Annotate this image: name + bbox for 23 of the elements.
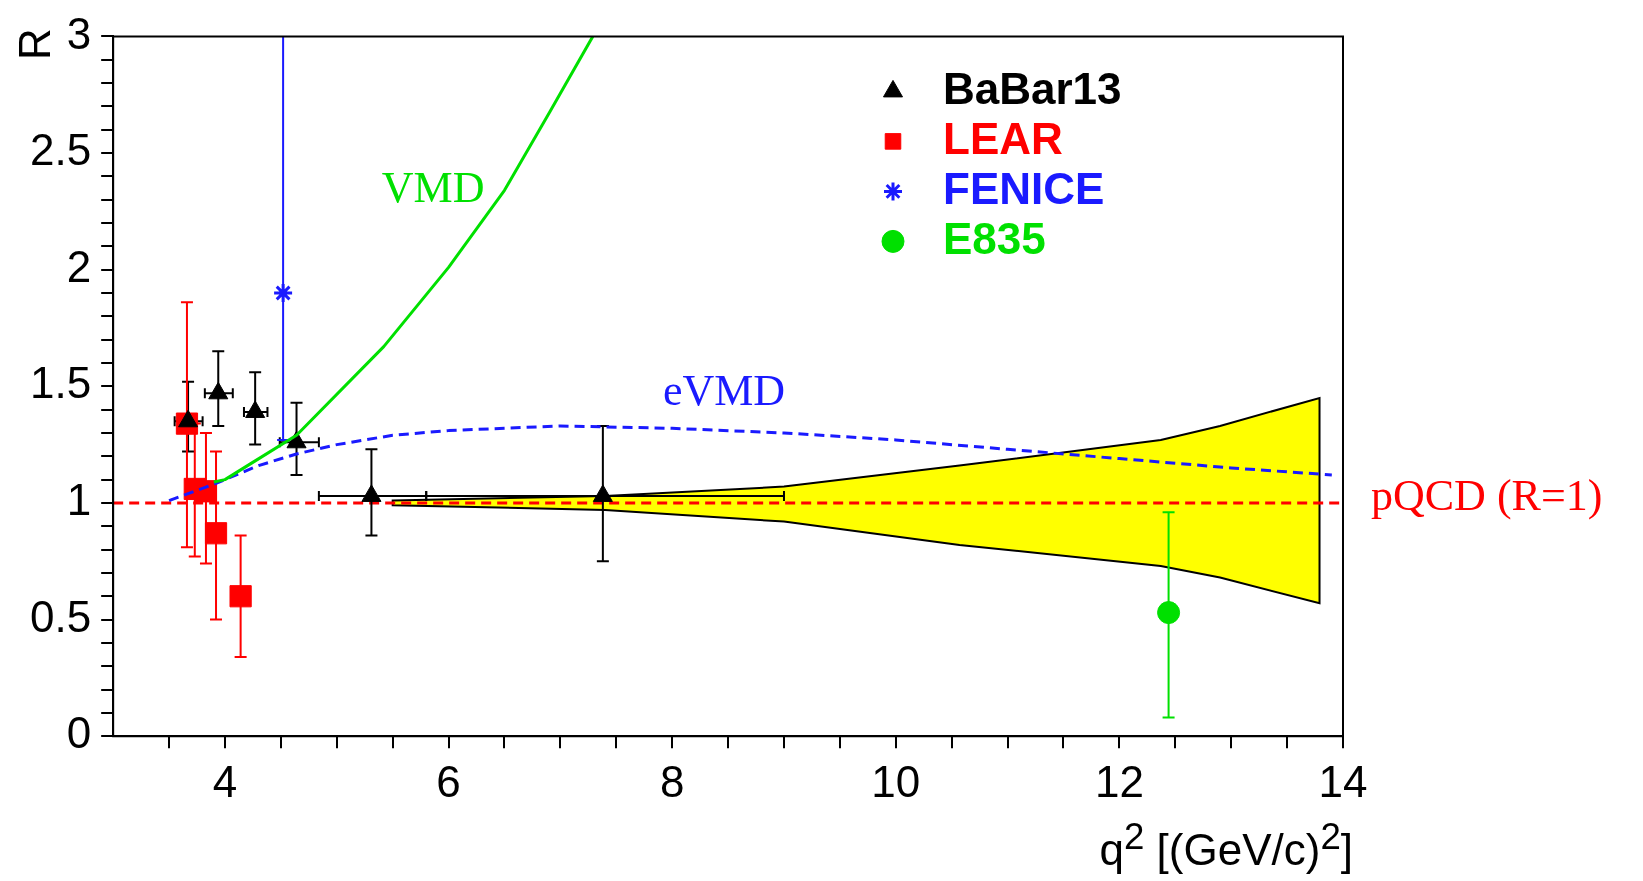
legend-label: FENICE bbox=[943, 163, 1105, 213]
y-tick-label: 3 bbox=[66, 8, 92, 58]
x-tick-label: 8 bbox=[659, 756, 685, 806]
x-tick-label: 14 bbox=[1318, 756, 1368, 806]
x-tick-label: 4 bbox=[212, 756, 238, 806]
y-tick-label: 0.5 bbox=[29, 591, 92, 641]
x-tick-label: 12 bbox=[1094, 756, 1144, 806]
y-tick-label: 0 bbox=[66, 708, 92, 758]
line-series bbox=[167, 424, 1334, 503]
x-tick-label: 6 bbox=[436, 756, 461, 806]
x-tick-label: 10 bbox=[871, 756, 921, 806]
x-axis-title: q$^{2}$ [(GeV/c)$^{2}$] bbox=[1099, 816, 1353, 875]
y-tick-label: 2.5 bbox=[29, 125, 92, 175]
y-tick-label: 1 bbox=[66, 475, 92, 525]
legend-label: LEAR bbox=[943, 113, 1063, 163]
legend-label: E835 bbox=[943, 213, 1046, 263]
y-axis-title: R bbox=[10, 28, 60, 60]
annotation: VMD bbox=[381, 162, 485, 212]
y-tick-label: 2 bbox=[66, 241, 92, 291]
y-tick-label: 1.5 bbox=[29, 358, 92, 408]
annotation: eVMD bbox=[662, 365, 786, 415]
ref-line-label: pQCD (R=1) bbox=[1371, 471, 1603, 521]
legend-label: BaBar13 bbox=[943, 63, 1122, 113]
